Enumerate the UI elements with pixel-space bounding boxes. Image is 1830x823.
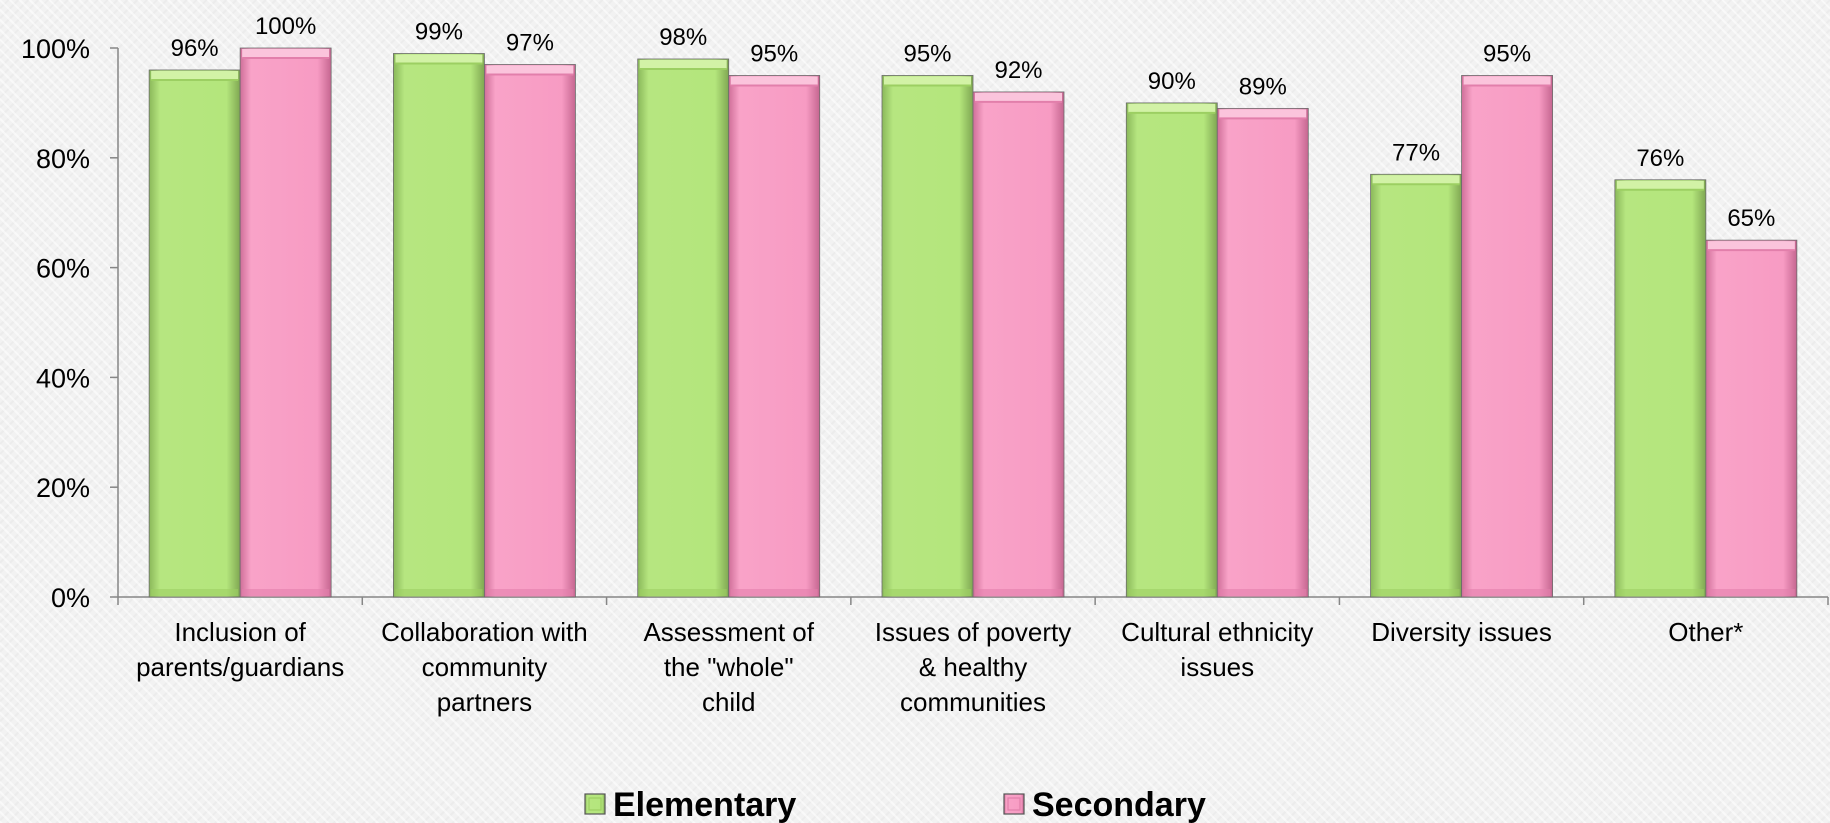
bar-secondary (239, 47, 332, 598)
data-label: 97% (506, 29, 554, 56)
data-label: 90% (1148, 68, 1196, 95)
bar-secondary (1705, 239, 1798, 598)
category-label: Collaboration with community partners (381, 617, 588, 717)
y-tick-label: 40% (36, 363, 90, 393)
legend-item-elementary: Elementary (584, 786, 796, 823)
bars (148, 47, 1798, 598)
data-label: 98% (659, 24, 707, 51)
bar-secondary (484, 64, 576, 598)
y-tick-label: 0% (51, 583, 90, 613)
bar-elementary (881, 75, 974, 598)
legend-label: Secondary (1032, 786, 1206, 823)
bar-elementary (637, 58, 730, 598)
data-label: 89% (1239, 73, 1287, 100)
data-label: 77% (1392, 139, 1440, 166)
category-label: Inclusion of parents/guardians (136, 617, 344, 682)
bar-secondary (1216, 107, 1309, 598)
bar-elementary (1370, 173, 1462, 598)
bar-elementary (148, 69, 241, 598)
data-label: 65% (1727, 205, 1775, 232)
bar-elementary (1125, 102, 1218, 598)
category-label: Cultural ethnicity issues (1121, 617, 1313, 682)
y-tick-label: 20% (36, 473, 90, 503)
y-tick-label: 60% (36, 254, 90, 284)
bar-elementary (393, 53, 485, 598)
y-tick-label: 100% (21, 34, 90, 64)
bar-secondary (1461, 75, 1553, 598)
category-label: Issues of poverty & healthy communities (875, 617, 1072, 717)
data-label: 76% (1636, 145, 1684, 172)
legend: Elementary Secondary (584, 786, 1206, 823)
legend-swatch (1003, 793, 1025, 815)
data-label: 96% (171, 35, 219, 62)
data-label: 92% (994, 57, 1042, 84)
legend-label: Elementary (613, 786, 796, 823)
legend-swatch (584, 793, 606, 815)
bar-secondary (972, 91, 1065, 598)
data-label: 95% (750, 40, 798, 67)
legend-item-secondary: Secondary (1003, 786, 1206, 823)
y-tick-label: 80% (36, 144, 90, 174)
data-label: 99% (415, 18, 463, 45)
category-label: Other* (1668, 617, 1743, 647)
data-label: 95% (1483, 40, 1531, 67)
data-label: 100% (255, 13, 316, 40)
category-label: Diversity issues (1371, 617, 1552, 647)
labels: 96% 100% Inclusion of parents/guardians 99% 9… (136, 13, 1775, 717)
data-label: 95% (903, 40, 951, 67)
bar-elementary (1614, 179, 1707, 598)
bar-secondary (728, 75, 821, 598)
category-label: Assessment of the "whole" child (643, 617, 814, 717)
